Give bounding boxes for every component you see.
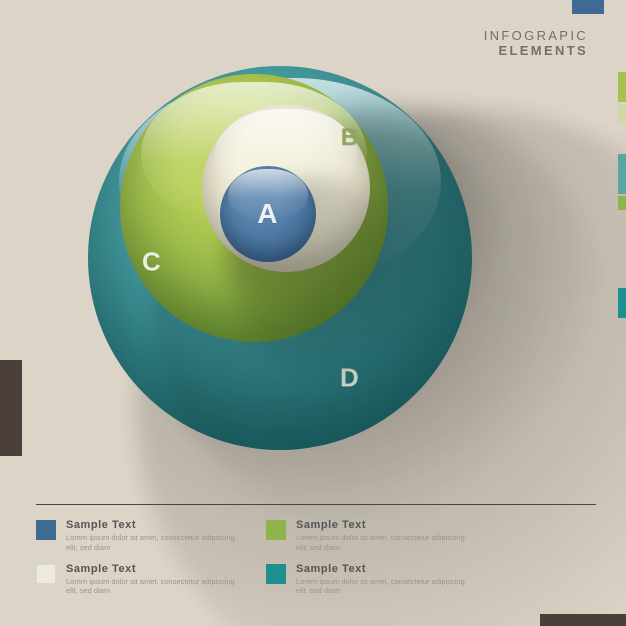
legend-desc: Lorem ipsum dolor sit amet, consectetur … (296, 577, 466, 597)
legend-rule (36, 504, 596, 505)
legend-item: Sample Text Lorem ipsum dolor sit amet, c… (36, 563, 236, 597)
legend-item: Sample Text Lorem ipsum dolor sit amet, c… (36, 519, 236, 553)
legend-desc: Lorem ipsum dolor sit amet, consectetur … (66, 533, 236, 553)
legend-title: Sample Text (296, 563, 466, 575)
legend-swatch (266, 520, 286, 540)
legend-text: Sample Text Lorem ipsum dolor sit amet, c… (296, 563, 466, 597)
disc-label-c: C (142, 247, 162, 278)
legend: Sample Text Lorem ipsum dolor sit amet, c… (36, 504, 596, 596)
legend-title: Sample Text (66, 519, 236, 531)
legend-desc: Lorem ipsum dolor sit amet, consectetur … (296, 533, 466, 553)
decor-bar (572, 0, 604, 14)
legend-grid: Sample Text Lorem ipsum dolor sit amet, c… (36, 519, 466, 596)
disc-label-a: A (257, 198, 279, 230)
decor-bar (618, 196, 626, 210)
decor-bar (618, 154, 626, 194)
legend-item: Sample Text Lorem ipsum dolor sit amet, c… (266, 519, 466, 553)
legend-swatch (36, 564, 56, 584)
decor-bar (618, 72, 626, 102)
legend-text: Sample Text Lorem ipsum dolor sit amet, c… (296, 519, 466, 553)
legend-item: Sample Text Lorem ipsum dolor sit amet, c… (266, 563, 466, 597)
legend-swatch (36, 520, 56, 540)
decor-bar (0, 360, 22, 456)
legend-desc: Lorem ipsum dolor sit amet, consectetur … (66, 577, 236, 597)
decor-bar (618, 104, 626, 122)
decor-bar (618, 288, 626, 318)
decor-bar (540, 614, 626, 626)
legend-title: Sample Text (296, 519, 466, 531)
legend-text: Sample Text Lorem ipsum dolor sit amet, c… (66, 519, 236, 553)
legend-text: Sample Text Lorem ipsum dolor sit amet, c… (66, 563, 236, 597)
disc-label-b: B (341, 124, 360, 152)
legend-title: Sample Text (66, 563, 236, 575)
legend-swatch (266, 564, 286, 584)
infographic-canvas: INFOGRAPIC ELEMENTS DCBA Sample TextLore… (0, 0, 626, 626)
